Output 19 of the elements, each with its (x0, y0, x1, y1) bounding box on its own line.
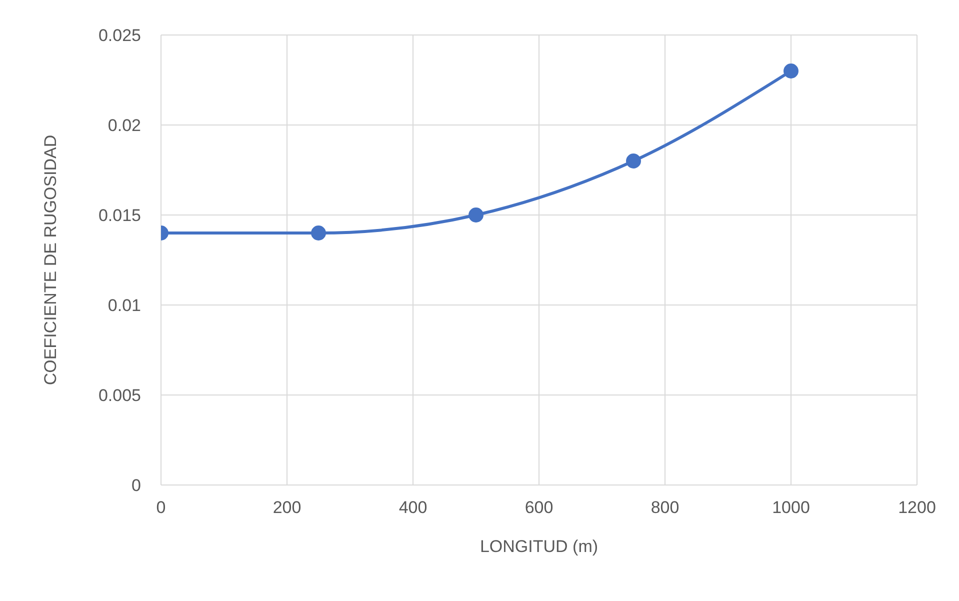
point (626, 154, 641, 168)
x-tick-label: 0 (156, 498, 166, 518)
point (468, 208, 484, 222)
x-tick-label: 1000 (772, 498, 810, 518)
point (784, 64, 798, 78)
x-tick-label: 800 (650, 498, 680, 518)
x-tick-label: 1200 (898, 498, 936, 518)
point (311, 226, 326, 240)
y-tick-label: 0.01 (108, 296, 141, 316)
x-tick-label: 200 (272, 498, 302, 518)
y-tick-label: 0.005 (98, 386, 141, 406)
y-tick-label: 0.02 (108, 116, 141, 136)
y-axis-title: COEFICIENTE DE RUGOSIDAD (41, 134, 60, 386)
x-axis-title: LONGITUD (m) (480, 537, 598, 556)
y-tick-label: 0.015 (98, 206, 141, 226)
y-tick-label: 0.025 (98, 26, 141, 46)
x-tick-label: 600 (524, 498, 554, 518)
x-tick-label: 400 (398, 498, 428, 518)
y-tick-label: 0 (132, 476, 141, 496)
